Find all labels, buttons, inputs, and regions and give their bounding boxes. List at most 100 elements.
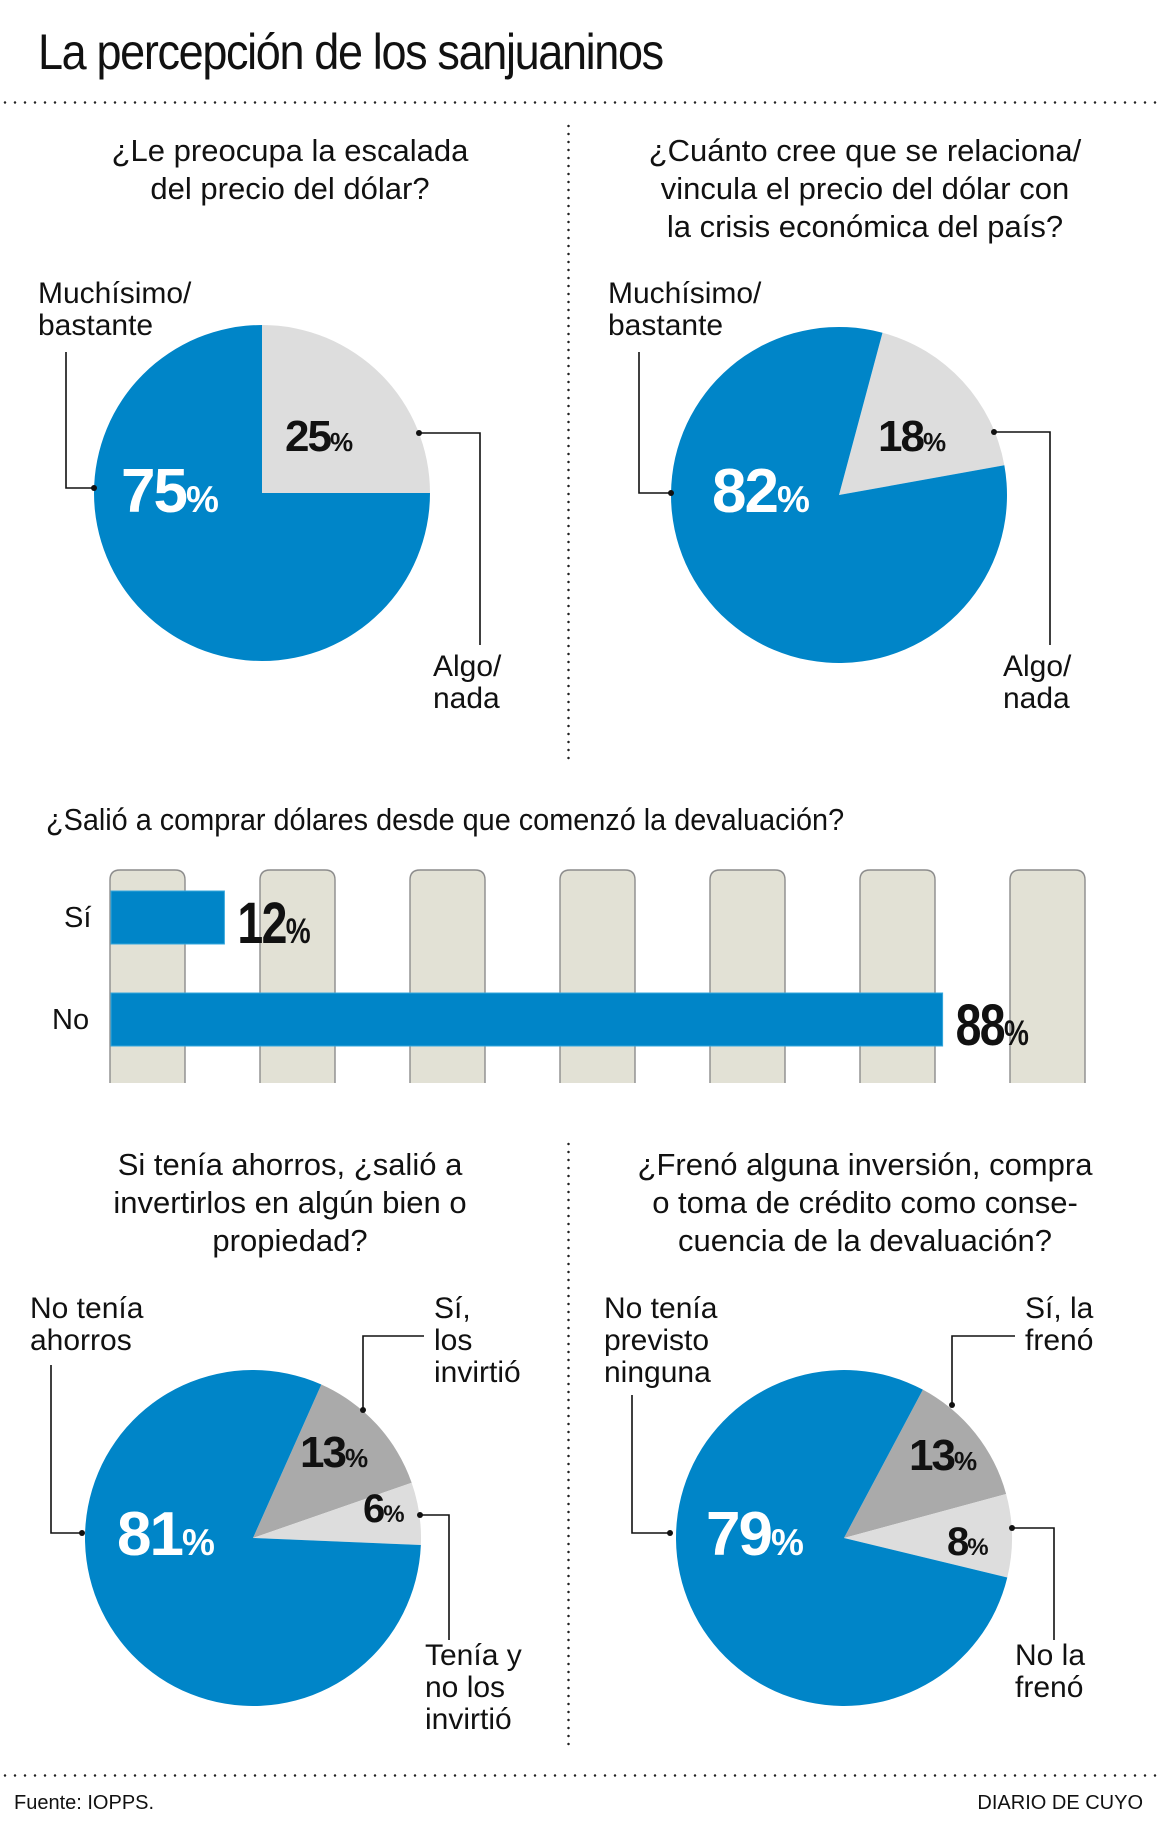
label-line: Muchísimo/ <box>608 277 762 310</box>
leader-dot <box>668 490 674 496</box>
label-line: frenó <box>1025 1324 1094 1357</box>
bottom-divider <box>0 1774 1157 1777</box>
leader-dot <box>417 1512 423 1518</box>
leader-line <box>362 1335 424 1410</box>
pie3-label-tenia-no-invirtio: Tenía y no los invirtió <box>425 1640 522 1736</box>
label-line: Sí, <box>434 1292 471 1325</box>
pie1-question-line: del precio del dólar? <box>150 171 430 206</box>
pie-value-label: 8% <box>947 1520 989 1564</box>
leader-dot <box>91 485 97 491</box>
label-line: previsto <box>604 1324 710 1357</box>
leader-line <box>50 1365 82 1534</box>
bar-category-si: Sí <box>64 902 92 934</box>
label-line: nada <box>433 682 500 715</box>
grid-column-band <box>559 869 636 1083</box>
label-line: no los <box>425 1671 506 1704</box>
label-line: No tenía <box>604 1292 718 1325</box>
pie-value-label: 82% <box>712 457 810 526</box>
label-line: invirtió <box>434 1356 521 1389</box>
pie-value-label: 18% <box>878 412 946 461</box>
pie4-label-no-tenia-previsto: No tenía previsto ninguna <box>604 1293 717 1389</box>
leader-dot <box>991 429 997 435</box>
pie-slice-much-simo-bastante <box>94 325 430 661</box>
leader-line <box>419 432 481 645</box>
leader-line <box>1012 1527 1055 1640</box>
grid-column-band <box>859 869 936 1083</box>
pie-slice-no-ten-a-ahorros <box>84 1369 421 1706</box>
label-line: Sí, la <box>1025 1292 1094 1325</box>
pie-slice-s-la-fren- <box>844 1389 1007 1538</box>
label-line: Muchísimo/ <box>38 277 192 310</box>
pie3-question-line: propiedad? <box>212 1223 368 1258</box>
grid-column-band <box>1009 869 1086 1083</box>
label-line: Algo/ <box>433 650 502 683</box>
pie2-label-muchisimo: Muchísimo/ bastante <box>608 278 761 342</box>
pie-slice-no-ten-a-previsto-ninguna <box>676 1370 1008 1707</box>
label-line: bastante <box>608 309 724 342</box>
pie1-label-algo: Algo/ nada <box>433 651 501 715</box>
pie4-label-no-freno: No la frenó <box>1015 1640 1085 1704</box>
pie3-question: Si tenía ahorros, ¿salió a invertirlos e… <box>30 1146 550 1260</box>
pie-slice-s-los-invirti- <box>253 1384 412 1538</box>
bar-value-label: 88% <box>956 993 1029 1058</box>
pie1-question-line: ¿Le preocupa la escalada <box>111 133 469 168</box>
label-line: bastante <box>38 309 154 342</box>
leader-line <box>631 1395 670 1534</box>
pie-slice-no-la-fren- <box>844 1493 1012 1578</box>
vertical-divider-bottom <box>567 1140 570 1750</box>
grid-column-band <box>409 869 486 1083</box>
label-line: frenó <box>1015 1671 1084 1704</box>
leader-dot <box>360 1407 366 1413</box>
pie4-question: ¿Frenó alguna inversión, compra o toma d… <box>585 1146 1145 1260</box>
bar-value-label: 12% <box>237 891 310 956</box>
pie2-question-line: ¿Cuánto cree que se relaciona/ <box>648 133 1082 168</box>
pie-value-label: 75% <box>121 457 219 526</box>
pie3-question-line: Si tenía ahorros, ¿salió a <box>117 1147 463 1182</box>
page-title: La percepción de los sanjuaninos <box>38 24 664 80</box>
pie-slice-much-simo-bastante <box>670 327 1007 663</box>
pie-chart-3 <box>50 1335 450 1706</box>
pie-value-label: 6% <box>363 1487 405 1531</box>
bar-category-no: No <box>52 1004 90 1036</box>
pie-chart-1 <box>638 327 1051 663</box>
pie2-label-algo: Algo/ nada <box>1003 651 1071 715</box>
leader-dot <box>416 430 422 436</box>
grid-column-band <box>709 869 786 1083</box>
leader-dot <box>949 1402 955 1408</box>
pie3-question-line: invertirlos en algún bien o <box>113 1185 467 1220</box>
label-line: los <box>434 1324 473 1357</box>
pie-chart-4 <box>631 1335 1055 1707</box>
label-line: Algo/ <box>1003 650 1072 683</box>
label-line: nada <box>1003 682 1070 715</box>
bar-s <box>110 890 225 945</box>
pie-slice-algo-nada <box>839 332 1005 495</box>
pie4-question-line: o toma de crédito como conse- <box>652 1185 1078 1220</box>
bar-question: ¿Salió a comprar dólares desde que comen… <box>46 802 845 837</box>
leader-dot <box>79 1530 85 1536</box>
leader-line <box>638 352 671 494</box>
publisher-credit: DIARIO DE CUYO <box>977 1792 1143 1814</box>
pie3-label-no-tenia: No tenía ahorros <box>30 1293 143 1357</box>
label-line: invirtió <box>425 1703 512 1736</box>
pie-value-label: 79% <box>706 1500 804 1569</box>
pie2-question-line: la crisis económica del país? <box>666 209 1064 244</box>
bar-chart <box>109 869 1086 1083</box>
source-note: Fuente: IOPPS. <box>14 1792 155 1814</box>
vertical-divider-top <box>567 122 570 762</box>
pie4-question-line: ¿Frenó alguna inversión, compra <box>637 1147 1093 1182</box>
pie2-question: ¿Cuánto cree que se relaciona/ vincula e… <box>590 132 1140 246</box>
label-line: Tenía y <box>425 1639 522 1672</box>
pie-value-label: 81% <box>117 1500 215 1569</box>
pie1-label-muchisimo: Muchísimo/ bastante <box>38 278 191 342</box>
label-line: ninguna <box>604 1356 711 1389</box>
leader-dot <box>667 1530 673 1536</box>
pie1-question: ¿Le preocupa la escalada del precio del … <box>40 132 540 208</box>
pie-value-label: 25% <box>285 412 353 461</box>
pie4-question-line: cuencia de la devaluación? <box>678 1223 1052 1258</box>
leader-line <box>994 431 1051 645</box>
pie4-label-si-freno: Sí, la frenó <box>1025 1293 1093 1357</box>
pie-slice-algo-nada <box>262 325 430 493</box>
pie3-label-si-invirtio: Sí, los invirtió <box>434 1293 521 1389</box>
label-line: ahorros <box>30 1324 132 1357</box>
